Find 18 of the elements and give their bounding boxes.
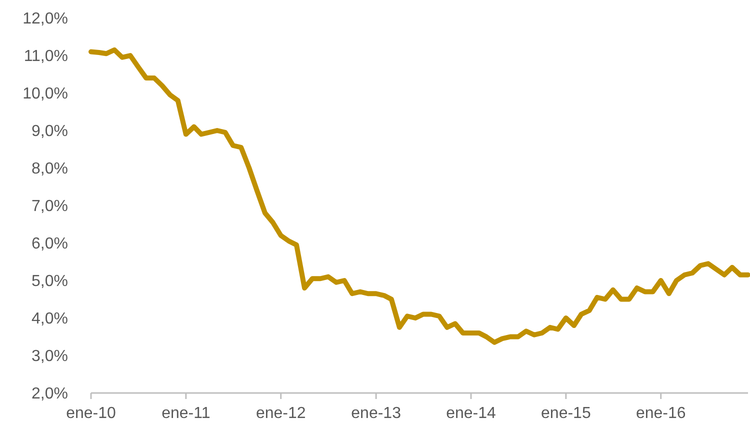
y-tick-label: 2,0% [32, 386, 68, 403]
x-tick-label: ene-16 [636, 405, 686, 422]
y-tick-label: 8,0% [32, 160, 68, 178]
y-tick-label: 6,0% [32, 236, 68, 253]
x-tick-label: ene-13 [351, 405, 402, 422]
y-tick-label: 7,0% [32, 198, 68, 216]
x-tick-label: ene-11 [162, 405, 210, 422]
y-tick-label: 10,0% [22, 86, 68, 103]
y-tick-label: 9,0% [32, 123, 68, 140]
y-tick-label: 4,0% [32, 310, 68, 328]
x-tick-label: ene-14 [446, 405, 496, 422]
y-tick-label: 3,0% [32, 348, 68, 366]
y-tick-label: 11,0% [24, 48, 68, 66]
x-tick-label: ene-15 [541, 405, 591, 422]
y-tick-label: 12,0% [22, 10, 68, 28]
x-tick-label: ene-12 [256, 405, 306, 422]
y-tick-label: 5,0% [32, 273, 68, 290]
x-tick-label: ene-10 [66, 405, 116, 422]
